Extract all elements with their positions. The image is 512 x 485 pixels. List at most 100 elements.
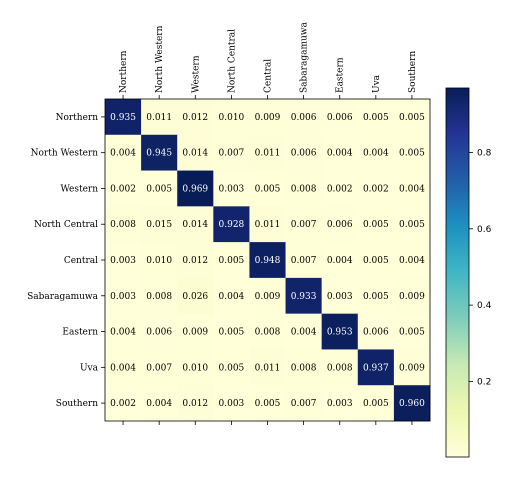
heatmap-cell (393, 170, 431, 207)
cell-label: 0.006 (291, 113, 317, 123)
heatmap-cell (249, 134, 286, 171)
heatmap-cell (177, 99, 214, 136)
cell-label: 0.004 (291, 328, 317, 338)
heatmap-cell (213, 385, 250, 422)
cell-label: 0.012 (182, 113, 208, 123)
heatmap-cell (213, 242, 250, 279)
heatmap-cell (393, 277, 431, 314)
heatmap-cell (141, 206, 178, 243)
cell-label: 0.004 (399, 184, 425, 194)
heatmap-cell (321, 277, 359, 314)
cell-label: 0.007 (291, 256, 317, 266)
heatmap-cell (141, 349, 178, 386)
heatmap-cell (357, 206, 395, 243)
heatmap-cell (249, 242, 286, 279)
heatmap-cell (321, 385, 359, 422)
cell-label: 0.008 (327, 363, 353, 373)
heatmap-cell (285, 349, 322, 386)
heatmap-cell (321, 134, 359, 171)
cell-label: 0.002 (110, 184, 136, 194)
cell-label: 0.005 (219, 328, 245, 338)
x-tick-label: Eastern (336, 57, 346, 93)
cell-label: 0.937 (363, 363, 389, 373)
heatmap-cell (141, 313, 178, 350)
y-tick-label: Southern (56, 399, 98, 409)
colorbar (445, 87, 470, 458)
cell-label: 0.005 (146, 184, 172, 194)
heatmap-cell (393, 99, 431, 136)
cell-label: 0.004 (110, 328, 136, 338)
cell-label: 0.008 (110, 220, 136, 230)
cell-label: 0.009 (399, 292, 425, 302)
heatmap-cell (285, 277, 322, 314)
cell-label: 0.005 (363, 399, 389, 409)
heatmap-cell (141, 99, 178, 136)
heatmap-cell (213, 170, 250, 207)
cell-label: 0.002 (363, 184, 389, 194)
cell-label: 0.009 (255, 292, 281, 302)
heatmap-cell (105, 277, 142, 314)
heatmap-cell (141, 385, 178, 422)
cell-label: 0.948 (255, 256, 281, 266)
heatmap-cell (249, 99, 286, 136)
heatmap-cell (141, 170, 178, 207)
cell-label: 0.004 (399, 256, 425, 266)
heatmap-cell (177, 313, 214, 350)
cell-label: 0.005 (399, 113, 425, 123)
x-tick-label: North Central (227, 29, 237, 93)
cell-label: 0.009 (182, 328, 208, 338)
y-tick-label: North Central (34, 220, 98, 230)
heatmap-cell (357, 349, 395, 386)
heatmap-cell (213, 349, 250, 386)
cell-label: 0.005 (219, 363, 245, 373)
x-tick-label: Southern (408, 51, 418, 93)
y-tick-label: Sabaragamuwa (27, 292, 98, 302)
heatmap-cell (357, 170, 395, 207)
heatmap-cell (105, 134, 142, 171)
cell-label: 0.008 (291, 363, 317, 373)
cell-label: 0.003 (219, 399, 245, 409)
cell-label: 0.006 (291, 149, 317, 159)
heatmap-cell (249, 170, 286, 207)
cell-label: 0.005 (219, 256, 245, 266)
cell-label: 0.008 (291, 184, 317, 194)
heatmap-cell (357, 99, 395, 136)
heatmap-cell (357, 277, 395, 314)
cell-label: 0.014 (182, 149, 208, 159)
x-tick-label: Sabaragamuwa (300, 22, 310, 93)
x-tick-label: North Western (155, 25, 165, 93)
cell-label: 0.009 (399, 363, 425, 373)
heatmap-cell (249, 385, 286, 422)
cell-label: 0.002 (110, 399, 136, 409)
cell-label: 0.014 (182, 220, 208, 230)
cell-label: 0.002 (327, 184, 353, 194)
heatmap-cell (285, 385, 322, 422)
cell-label: 0.005 (399, 328, 425, 338)
cell-label: 0.004 (219, 292, 245, 302)
heatmap-cell (249, 206, 286, 243)
heatmap-cell (393, 206, 431, 243)
cell-label: 0.010 (182, 363, 208, 373)
heatmap-cell (357, 242, 395, 279)
heatmap-cell (213, 134, 250, 171)
heatmap-cell (177, 134, 214, 171)
colorbar-tick-label: 0.4 (477, 301, 492, 311)
heatmap-cell (177, 385, 214, 422)
heatmap-cell (393, 349, 431, 386)
cell-label: 0.007 (291, 399, 317, 409)
cell-label: 0.015 (146, 220, 172, 230)
heatmap-cell (285, 313, 322, 350)
cell-label: 0.009 (255, 113, 281, 123)
heatmap-cell (285, 242, 322, 279)
heatmap-cell (105, 313, 142, 350)
y-tick-label: North Western (31, 149, 99, 159)
cell-label: 0.006 (327, 220, 353, 230)
heatmap-cell (393, 313, 431, 350)
cell-label: 0.012 (182, 256, 208, 266)
cell-label: 0.004 (327, 256, 353, 266)
heatmap-cell (177, 206, 214, 243)
cell-label: 0.005 (399, 220, 425, 230)
cell-label: 0.008 (146, 292, 172, 302)
heatmap-cell (393, 385, 431, 422)
